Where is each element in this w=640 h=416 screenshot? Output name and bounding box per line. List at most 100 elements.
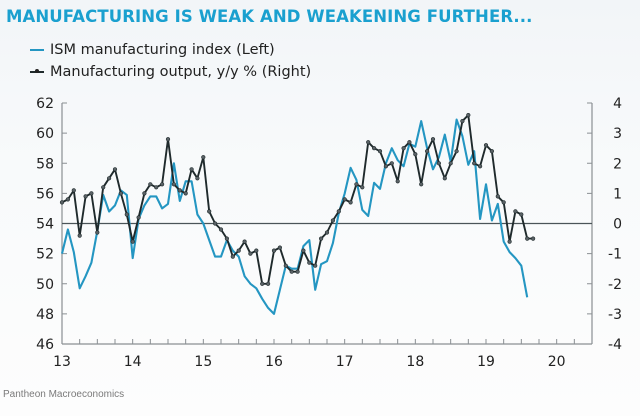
right-axis-tick-label: 3 <box>613 126 622 142</box>
chart-legend: ISM manufacturing index (Left) Manufactu… <box>30 39 311 83</box>
manufacturing-output-point <box>472 161 477 166</box>
manufacturing-output-point <box>483 143 489 148</box>
legend-label-output: Manufacturing output, y/y % (Right) <box>50 64 312 80</box>
manufacturing-output-point <box>530 236 536 241</box>
manufacturing-output-point <box>372 146 377 151</box>
x-axis-tick-label: 14 <box>124 354 142 370</box>
manufacturing-output-point <box>236 248 241 253</box>
manufacturing-output-point <box>260 281 265 286</box>
source-label: Pantheon Macroeconomics <box>3 389 125 400</box>
manufacturing-output-point <box>419 182 424 187</box>
manufacturing-output-point <box>401 146 406 151</box>
manufacturing-output-point <box>324 230 330 235</box>
manufacturing-output-point <box>195 176 200 181</box>
manufacturing-output-point <box>348 200 353 205</box>
manufacturing-output-point <box>154 185 159 190</box>
manufacturing-output-point <box>478 164 483 169</box>
legend-item-ism: ISM manufacturing index (Left) <box>30 39 311 61</box>
manufacturing-output-point <box>130 239 135 244</box>
x-axis-tick-label: 15 <box>194 354 212 370</box>
manufacturing-output-point <box>224 236 229 241</box>
manufacturing-output-point <box>83 194 88 199</box>
legend-line-swatch-icon <box>30 45 44 55</box>
manufacturing-output-point <box>118 191 123 196</box>
manufacturing-output-point <box>283 263 288 268</box>
manufacturing-output-point <box>442 176 447 181</box>
manufacturing-output-point <box>489 149 495 154</box>
manufacturing-output-point <box>307 260 312 265</box>
manufacturing-output-point <box>383 164 389 169</box>
manufacturing-output-point <box>59 200 65 205</box>
manufacturing-output-point <box>171 182 176 187</box>
manufacturing-output-point <box>148 182 153 187</box>
manufacturing-output-point <box>395 179 400 184</box>
right-axis-tick-label: 1 <box>613 186 622 202</box>
manufacturing-output-point <box>407 140 412 145</box>
left-axis-tick-label: 56 <box>36 186 54 202</box>
legend-marker-line-swatch-icon <box>30 67 44 77</box>
right-axis-tick-label: -1 <box>608 247 622 263</box>
x-axis-tick-label: 18 <box>406 354 424 370</box>
x-axis-tick-label: 16 <box>265 354 283 370</box>
manufacturing-output-point <box>301 248 306 253</box>
manufacturing-output-point <box>507 239 512 244</box>
manufacturing-output-point <box>336 209 341 214</box>
manufacturing-output-point <box>218 227 224 232</box>
manufacturing-output-point <box>112 167 118 172</box>
manufacturing-output-point <box>207 209 212 214</box>
left-axis-tick-label: 60 <box>36 126 54 142</box>
manufacturing-output-point <box>266 281 271 286</box>
manufacturing-output-point <box>189 167 194 172</box>
manufacturing-output-point <box>366 140 371 145</box>
right-axis-tick-label: -3 <box>608 307 622 323</box>
manufacturing-output-point <box>277 245 283 250</box>
x-axis-tick-label: 13 <box>53 354 71 370</box>
legend-label-ism: ISM manufacturing index (Left) <box>50 42 275 58</box>
legend-item-output: Manufacturing output, y/y % (Right) <box>30 61 311 83</box>
manufacturing-output-point <box>165 137 171 142</box>
manufacturing-output-point <box>201 155 206 160</box>
manufacturing-output-point <box>360 185 365 190</box>
left-axis-tick-label: 62 <box>36 96 54 112</box>
manufacturing-output-point <box>454 149 459 154</box>
manufacturing-output-point <box>101 185 106 190</box>
x-axis-tick-label: 19 <box>477 354 495 370</box>
manufacturing-output-point <box>95 230 100 235</box>
x-axis-tick-label: 17 <box>336 354 354 370</box>
manufacturing-output-point <box>330 218 336 223</box>
manufacturing-output-point <box>495 194 500 199</box>
manufacturing-output-point <box>230 254 235 259</box>
manufacturing-output-point <box>271 248 277 253</box>
manufacturing-output-point <box>289 269 294 274</box>
left-axis-tick-label: 52 <box>36 247 54 263</box>
chart-title: MANUFACTURING IS WEAK AND WEAKENING FURT… <box>6 7 533 26</box>
axes: 62 60 58 56 54 52 50 48 46 4 3 2 1 0 -1 -2 -3 -4 13 14 15 16 1… <box>36 96 622 370</box>
manufacturing-output-point <box>430 137 436 142</box>
manufacturing-output-point <box>460 118 465 124</box>
right-axis-tick-label: 0 <box>613 217 622 233</box>
manufacturing-output-point <box>160 182 165 187</box>
manufacturing-output-point <box>65 197 70 202</box>
manufacturing-output-point <box>248 251 253 256</box>
manufacturing-output-point <box>213 221 218 226</box>
right-axis-tick-label: 4 <box>613 96 622 112</box>
manufacturing-output-point <box>106 176 112 181</box>
manufacturing-output-point <box>77 233 82 238</box>
manufacturing-output-point <box>448 161 453 166</box>
left-axis-tick-label: 48 <box>36 307 54 323</box>
series-group <box>59 112 536 315</box>
manufacturing-output-point <box>142 191 147 196</box>
left-axis-tick-label: 54 <box>36 217 54 233</box>
left-axis-tick-label: 46 <box>36 337 54 353</box>
manufacturing-output-point <box>436 161 442 166</box>
manufacturing-output-point <box>242 239 247 244</box>
right-axis-tick-label: -2 <box>608 277 622 293</box>
manufacturing-output-point <box>354 182 359 187</box>
manufacturing-output-point <box>89 191 94 196</box>
manufacturing-output-point <box>295 269 300 274</box>
manufacturing-output-point <box>425 149 430 154</box>
manufacturing-output-point <box>389 161 394 166</box>
manufacturing-output-point <box>525 236 530 241</box>
manufacturing-output-point <box>413 152 418 157</box>
